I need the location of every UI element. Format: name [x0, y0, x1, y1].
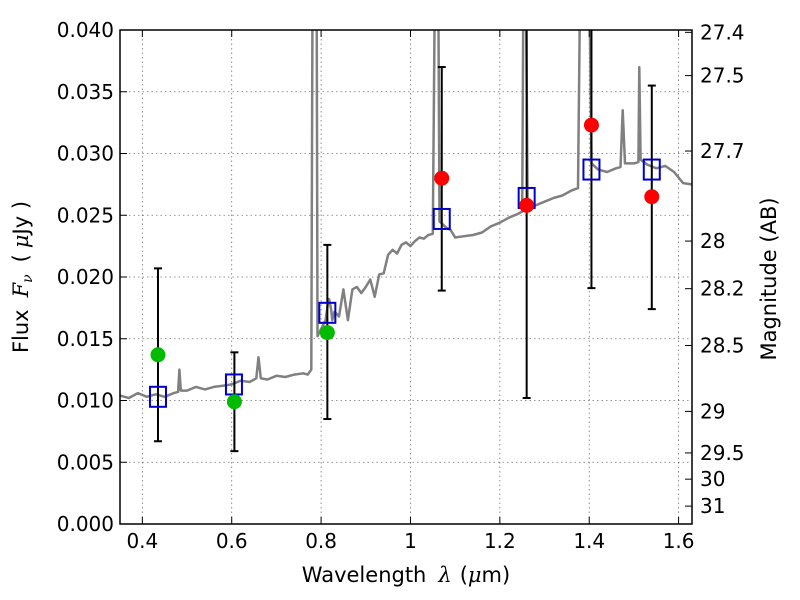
model-flux-square	[642, 158, 661, 181]
x-tick-label: 0.8	[305, 529, 337, 553]
magnitude-tick-label: 27.7	[700, 139, 745, 163]
x-tick-label: 1.6	[663, 529, 695, 553]
magnitude-tick-label: 28.2	[700, 277, 745, 301]
grid	[120, 29, 692, 525]
y-tick-label: 0.030	[57, 142, 114, 166]
observed-optical-point	[150, 347, 166, 363]
y-tick-label: 0.010	[57, 389, 114, 413]
y-tick-label: 0.040	[57, 18, 114, 42]
model-flux-square	[432, 207, 451, 230]
observed-nir-point	[644, 189, 660, 205]
x-tick-label: 1.4	[573, 529, 605, 553]
observed-optical-point	[226, 394, 242, 410]
model-flux-square	[582, 158, 601, 181]
magnitude-tick-label: 30	[700, 467, 725, 491]
x-tick-label: 0.6	[216, 529, 248, 553]
observed-optical-point	[319, 325, 335, 341]
y-tick-label: 0.005	[57, 450, 114, 474]
model-flux-square	[318, 301, 337, 324]
x-tick-label: 1	[404, 529, 417, 553]
magnitude-tick-label: 29	[700, 399, 725, 423]
y-tick-label: 0.000	[57, 512, 114, 536]
magnitude-tick-label: 27.5	[700, 64, 745, 88]
axes: 0.4 0.6 0.8 1 1.2 1.4 1.6 0.000 0.005 0.010 0.015 0…	[57, 18, 745, 553]
magnitude-tick-label: 28	[700, 229, 725, 253]
magnitude-axis-title: Magnitude (AB)	[757, 197, 781, 360]
model-flux-square	[148, 385, 167, 408]
y-tick-label: 0.025	[57, 203, 114, 227]
x-axis-title: Wavelength λ (μm)	[302, 563, 510, 587]
magnitude-tick-label: 28.5	[700, 333, 745, 357]
y-tick-label: 0.020	[57, 265, 114, 289]
magnitude-tick-label: 29.5	[700, 441, 745, 465]
observed-nir-point	[583, 117, 599, 133]
magnitude-tick-label: 27.4	[700, 20, 745, 44]
spectrum-line	[120, 30, 692, 400]
x-tick-label: 0.4	[126, 529, 158, 553]
plot-area	[120, 30, 692, 453]
observed-nir-point	[519, 197, 535, 213]
magnitude-tick-label: 31	[700, 494, 725, 518]
x-tick-label: 1.2	[484, 529, 516, 553]
observed-nir-point	[434, 170, 450, 186]
y-axis-title: FluxFν(μJy )	[9, 201, 36, 353]
y-tick-label: 0.035	[57, 80, 114, 104]
y-tick-label: 0.015	[57, 327, 114, 351]
